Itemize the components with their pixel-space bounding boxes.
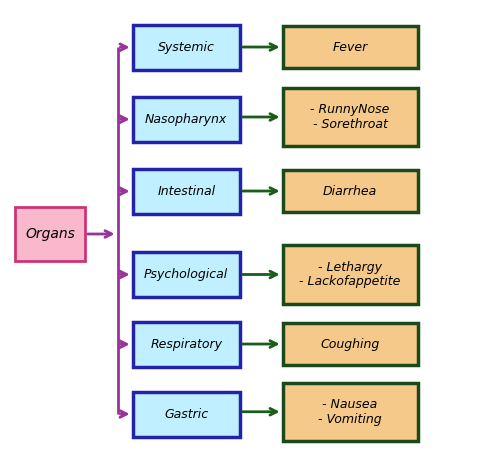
Text: Gastric: Gastric (164, 408, 208, 420)
Text: - Nausea
- Vomiting: - Nausea - Vomiting (318, 398, 382, 426)
FancyBboxPatch shape (282, 88, 418, 146)
FancyBboxPatch shape (282, 26, 418, 68)
Text: Fever: Fever (332, 40, 368, 54)
Text: Coughing: Coughing (320, 338, 380, 351)
Text: Diarrhea: Diarrhea (323, 184, 377, 198)
FancyBboxPatch shape (132, 252, 240, 297)
Text: Organs: Organs (25, 227, 75, 241)
Text: Respiratory: Respiratory (150, 338, 222, 351)
FancyBboxPatch shape (132, 322, 240, 367)
FancyBboxPatch shape (132, 169, 240, 214)
FancyBboxPatch shape (282, 245, 418, 304)
FancyBboxPatch shape (132, 25, 240, 70)
FancyBboxPatch shape (132, 97, 240, 142)
FancyBboxPatch shape (282, 170, 418, 212)
Text: - Lethargy
- Lackofappetite: - Lethargy - Lackofappetite (300, 261, 400, 288)
FancyBboxPatch shape (15, 207, 85, 261)
FancyBboxPatch shape (282, 323, 418, 365)
Text: Intestinal: Intestinal (157, 185, 216, 198)
Text: - RunnyNose
- Sorethroat: - RunnyNose - Sorethroat (310, 103, 390, 131)
Text: Systemic: Systemic (158, 41, 214, 54)
FancyBboxPatch shape (282, 382, 418, 441)
Text: Nasopharynx: Nasopharynx (145, 113, 228, 126)
Text: Psychological: Psychological (144, 268, 228, 281)
FancyBboxPatch shape (132, 392, 240, 436)
